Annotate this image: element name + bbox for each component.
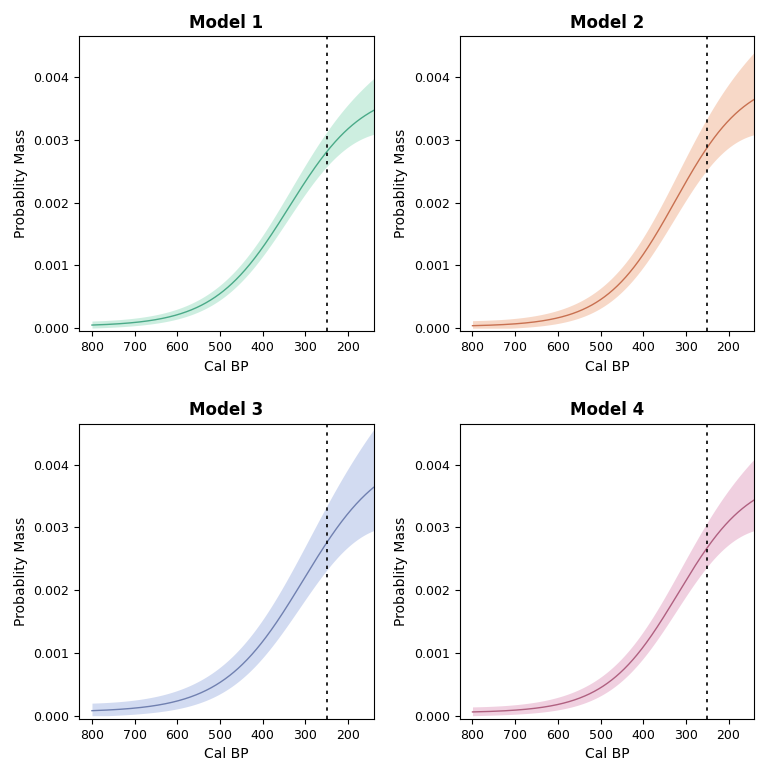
X-axis label: Cal BP: Cal BP: [584, 747, 629, 761]
X-axis label: Cal BP: Cal BP: [204, 360, 249, 374]
Title: Model 3: Model 3: [189, 401, 263, 419]
Y-axis label: Probablity Mass: Probablity Mass: [395, 129, 409, 239]
Y-axis label: Probablity Mass: Probablity Mass: [14, 517, 28, 626]
X-axis label: Cal BP: Cal BP: [584, 360, 629, 374]
Title: Model 4: Model 4: [570, 401, 644, 419]
X-axis label: Cal BP: Cal BP: [204, 747, 249, 761]
Title: Model 2: Model 2: [570, 14, 644, 32]
Title: Model 1: Model 1: [190, 14, 263, 32]
Y-axis label: Probablity Mass: Probablity Mass: [395, 517, 409, 626]
Y-axis label: Probablity Mass: Probablity Mass: [14, 129, 28, 239]
